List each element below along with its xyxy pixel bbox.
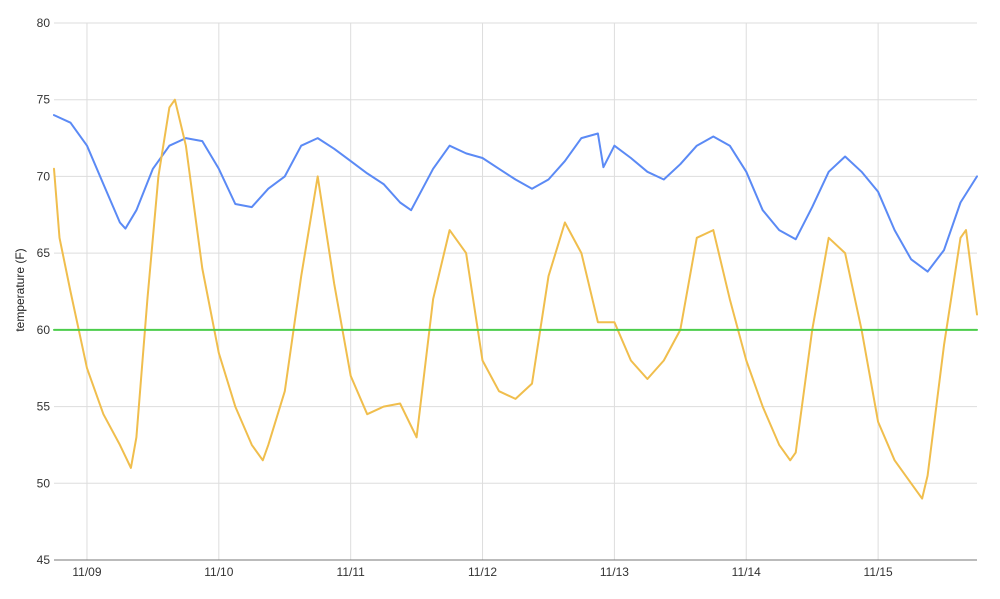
y-axis-title: temperature (F) xyxy=(13,248,27,331)
y-tick-label: 75 xyxy=(37,93,51,107)
series-layer xyxy=(53,98,978,500)
series-line-2 xyxy=(53,98,978,500)
x-tick-label: 11/11 xyxy=(337,565,366,579)
x-tick-label: 11/09 xyxy=(72,565,101,579)
y-tick-label: 70 xyxy=(37,169,51,183)
series-line-1 xyxy=(53,114,978,273)
x-tick-label: 11/12 xyxy=(468,565,497,579)
x-tick-label: 11/13 xyxy=(600,565,629,579)
y-tick-label: 80 xyxy=(37,16,51,30)
x-tick-label: 11/14 xyxy=(732,565,761,579)
y-tick-label: 65 xyxy=(37,246,51,260)
grid xyxy=(54,22,977,560)
x-tick-label: 11/10 xyxy=(204,565,233,579)
y-tick-label: 45 xyxy=(37,553,51,567)
y-tick-label: 50 xyxy=(37,476,51,490)
y-tick-label: 60 xyxy=(37,323,51,337)
x-tick-labels: 11/09 11/10 11/11 11/12 11/13 11/14 11/15 xyxy=(72,565,893,579)
x-tick-label: 11/15 xyxy=(864,565,893,579)
y-axis: 45 50 55 60 65 70 75 80 xyxy=(37,16,51,567)
y-tick-label: 55 xyxy=(37,400,51,414)
